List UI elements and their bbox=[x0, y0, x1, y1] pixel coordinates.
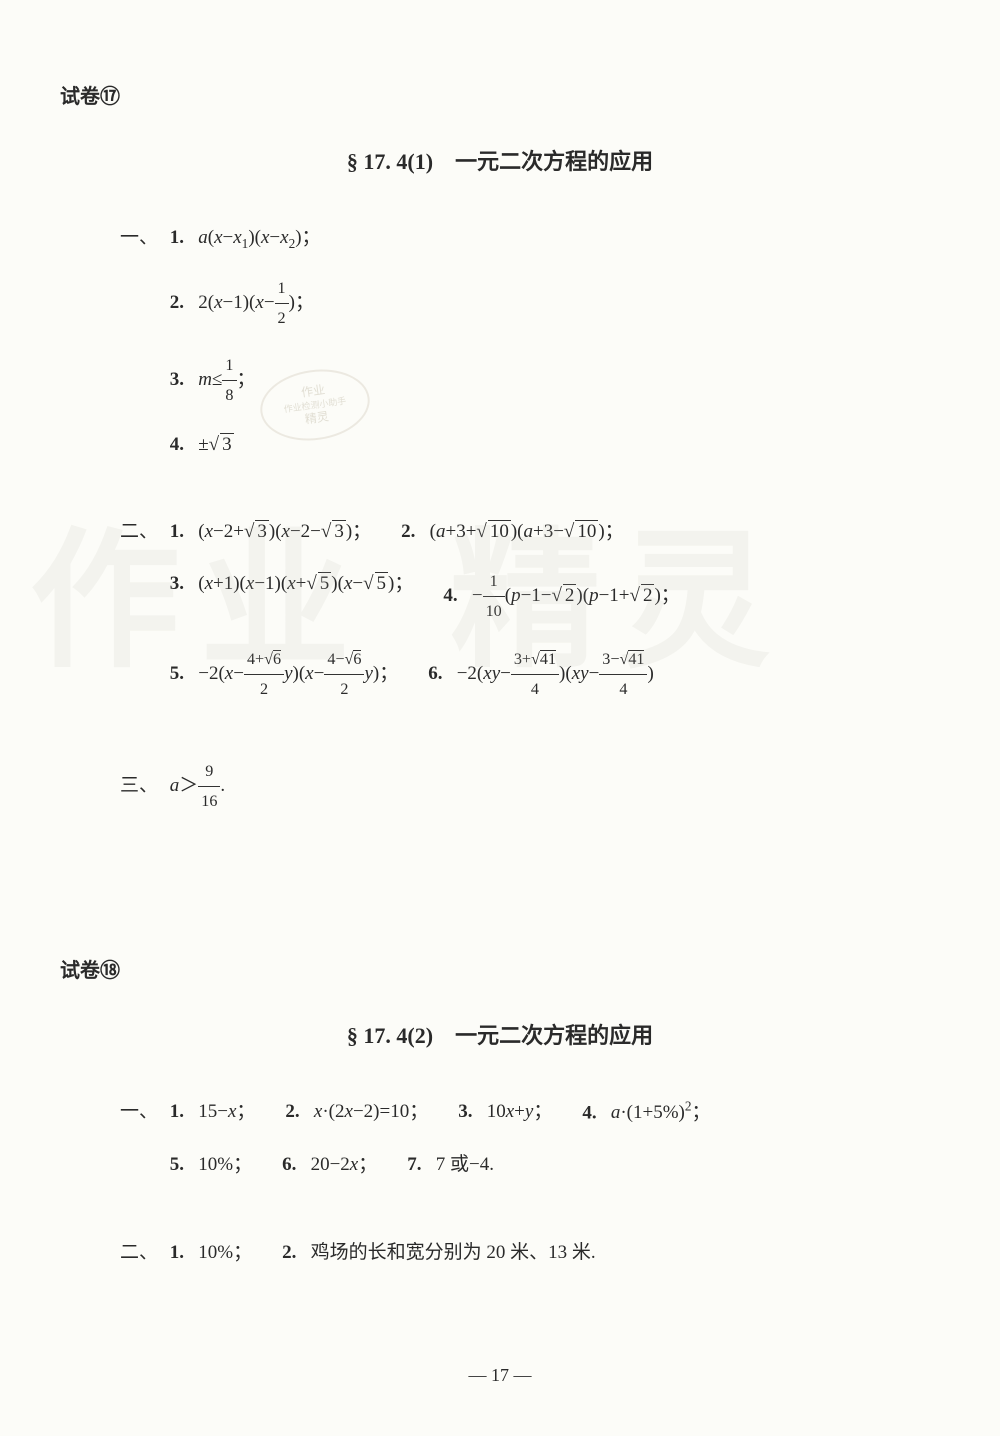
p17-g1-item4: 4. ±√3 bbox=[60, 428, 940, 462]
item-text: 10x+y； bbox=[477, 1101, 552, 1122]
item-num: 3. bbox=[458, 1101, 472, 1122]
problem-item: 5. 10%； bbox=[120, 1148, 252, 1182]
problem-item: 4. a·(1+5%)2； bbox=[582, 1095, 710, 1131]
p18-g2-row1: 二、 1. 10%； 2. 鸡场的长和宽分别为 20 米、13 米. bbox=[60, 1236, 940, 1270]
item-text: 10%； bbox=[189, 1154, 252, 1175]
problem-item: 二、 1. (x−2+√3)(x−2−√3)； bbox=[120, 515, 371, 549]
problem-item: 2. (a+3+√10)(a+3−√10)； bbox=[401, 515, 624, 549]
item-num: 1. bbox=[170, 1242, 184, 1263]
item-text: (x−2+√3)(x−2−√3)； bbox=[189, 521, 371, 542]
item-text: x·(2x−2)=10； bbox=[304, 1101, 428, 1122]
item-text: a·(1+5%)2； bbox=[601, 1102, 710, 1123]
problem-item: 7. 7 或−4. bbox=[407, 1148, 494, 1182]
group-label: 三、 bbox=[120, 769, 165, 803]
paper-18-label: 试卷⑱ bbox=[60, 954, 940, 983]
problem-item: 4. −110(p−1−√2)(p−1+√2)； bbox=[443, 567, 679, 626]
p18-g1-row1: 一、 1. 15−x； 2. x·(2x−2)=10； 3. 10x+y； 4.… bbox=[60, 1095, 940, 1131]
item-num: 6. bbox=[428, 663, 442, 684]
p17-g2-row1: 二、 1. (x−2+√3)(x−2−√3)； 2. (a+3+√10)(a+3… bbox=[60, 515, 940, 549]
p17-g1-item3: 3. m≤18； bbox=[60, 351, 940, 410]
paper-17-label: 试卷⑰ bbox=[60, 80, 940, 109]
item-num: 3. bbox=[170, 573, 184, 594]
group-label: 一、 bbox=[120, 221, 165, 255]
problem-item: 2. x·(2x−2)=10； bbox=[285, 1095, 428, 1131]
problem-item: 5. −2(x−4+√62y)(x−4−√62y)； bbox=[120, 645, 398, 704]
item-text: m≤18； bbox=[189, 369, 256, 390]
p17-g2-row2: 3. (x+1)(x−1)(x+√5)(x−√5)； 4. −110(p−1−√… bbox=[60, 567, 940, 626]
item-num: 2. bbox=[285, 1101, 299, 1122]
problem-item: 6. −2(xy−3+√414)(xy−3−√414) bbox=[428, 645, 654, 704]
paper-18-title: § 17. 4(2) 一元二次方程的应用 bbox=[60, 1018, 940, 1050]
item-text: 2(x−1)(x−12)； bbox=[189, 292, 314, 313]
problem-item: 6. 20−2x； bbox=[282, 1148, 377, 1182]
problem-item: 3. (x+1)(x−1)(x+√5)(x−√5)； bbox=[120, 567, 413, 626]
group-label: 二、 bbox=[120, 1236, 165, 1270]
page-number: — 17 — bbox=[469, 1365, 532, 1386]
item-text: 20−2x； bbox=[301, 1154, 377, 1175]
item-text: (a+3+√10)(a+3−√10)； bbox=[420, 521, 624, 542]
item-num: 4. bbox=[170, 434, 184, 455]
problem-item: 3. 10x+y； bbox=[458, 1095, 552, 1131]
problem-item: 2. 鸡场的长和宽分别为 20 米、13 米. bbox=[282, 1236, 596, 1270]
p17-g1-item1: 一、 1. a(x−x1)(x−x2)； bbox=[60, 221, 940, 256]
item-num: 2. bbox=[170, 292, 184, 313]
item-num: 3. bbox=[170, 369, 184, 390]
item-text: 10%； bbox=[189, 1242, 252, 1263]
group-label: 一、 bbox=[120, 1095, 165, 1129]
item-num: 1. bbox=[170, 521, 184, 542]
item-text: a(x−x1)(x−x2)； bbox=[189, 227, 321, 248]
item-num: 2. bbox=[282, 1242, 296, 1263]
item-num: 6. bbox=[282, 1154, 296, 1175]
item-num: 5. bbox=[170, 1154, 184, 1175]
p17-g2-row3: 5. −2(x−4+√62y)(x−4−√62y)； 6. −2(xy−3+√4… bbox=[60, 645, 940, 704]
item-num: 1. bbox=[170, 227, 184, 248]
item-text: (x+1)(x−1)(x+√5)(x−√5)； bbox=[189, 573, 414, 594]
p18-g1-row2: 5. 10%； 6. 20−2x； 7. 7 或−4. bbox=[60, 1148, 940, 1182]
item-text: a＞916. bbox=[170, 775, 225, 796]
problem-item: 一、 1. 15−x； bbox=[120, 1095, 255, 1131]
p17-g1-item2: 2. 2(x−1)(x−12)； bbox=[60, 274, 940, 333]
item-text: 15−x； bbox=[189, 1101, 256, 1122]
p17-g3: 三、 a＞916. bbox=[60, 757, 940, 816]
item-text: −110(p−1−√2)(p−1+√2)； bbox=[462, 585, 679, 606]
item-num: 1. bbox=[170, 1101, 184, 1122]
item-text: 鸡场的长和宽分别为 20 米、13 米. bbox=[301, 1242, 596, 1263]
problem-item: 二、 1. 10%； bbox=[120, 1236, 252, 1270]
item-text: −2(x−4+√62y)(x−4−√62y)； bbox=[189, 663, 398, 684]
group-label: 二、 bbox=[120, 515, 165, 549]
item-text: ±√3 bbox=[189, 434, 234, 455]
item-text: −2(xy−3+√414)(xy−3−√414) bbox=[447, 663, 654, 684]
item-num: 2. bbox=[401, 521, 415, 542]
paper-17-title: § 17. 4(1) 一元二次方程的应用 bbox=[60, 144, 940, 176]
item-num: 4. bbox=[443, 585, 457, 606]
item-text: 7 或−4. bbox=[426, 1154, 494, 1175]
item-num: 7. bbox=[407, 1154, 421, 1175]
item-num: 5. bbox=[170, 663, 184, 684]
item-num: 4. bbox=[582, 1102, 596, 1123]
